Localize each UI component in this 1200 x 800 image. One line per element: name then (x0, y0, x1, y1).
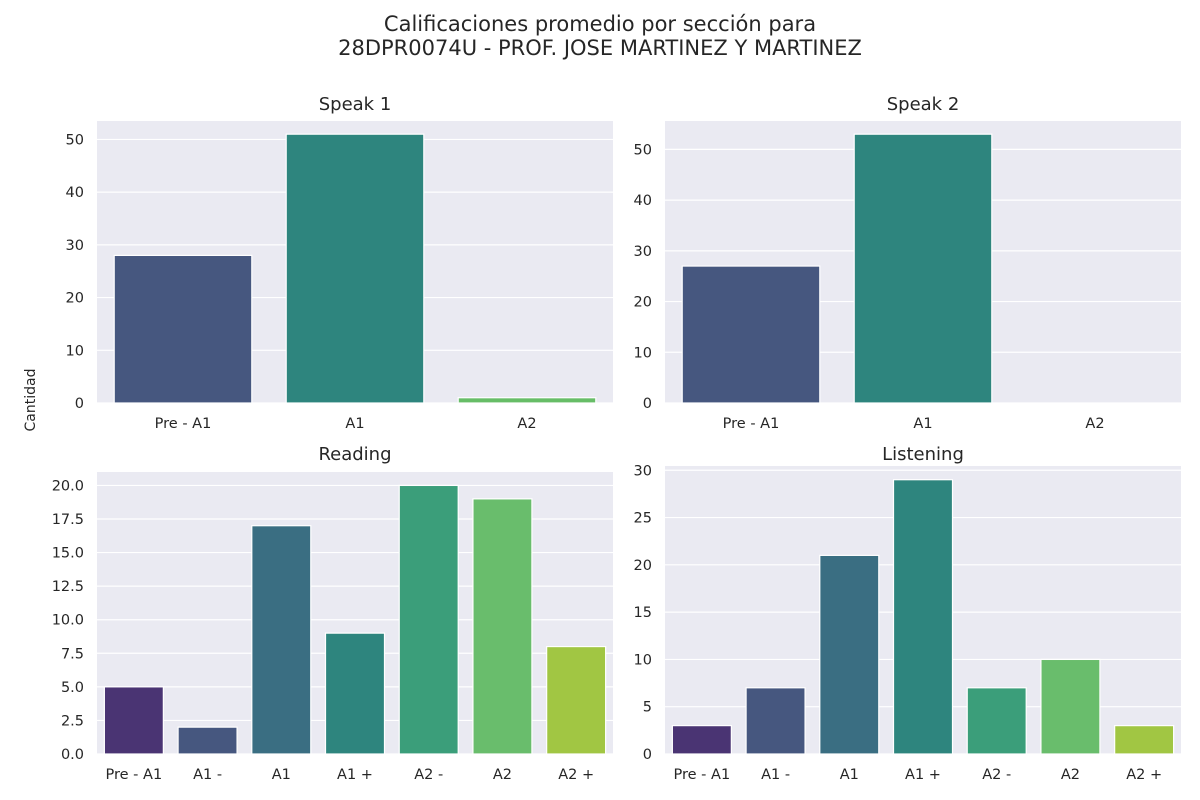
figure-title-line-1: Calificaciones promedio por sección para (383, 12, 817, 36)
y-tick-label-reading-2: 5.0 (61, 680, 84, 696)
panel-title-speak-2: Speak 2 (886, 94, 960, 115)
figure-title: Calificaciones promedio por sección para… (0, 12, 1200, 60)
x-tick-label-speak-1-pre-a1: Pre - A1 (155, 416, 212, 432)
bar-speak-1-a2 (457, 397, 597, 404)
x-tick-label-reading-a2: A2 + (558, 767, 594, 783)
y-tick-label-speak-1-2: 20 (66, 291, 84, 307)
x-tick-label-listening-a1: A1 - (761, 767, 790, 783)
x-tick-label-listening-a1: A1 + (905, 767, 941, 783)
bar-speak-1-pre-a1 (113, 254, 253, 404)
x-tick-label-speak-2-a2: A2 (1085, 416, 1104, 432)
bar-reading-a2 (398, 484, 459, 755)
x-tick-label-listening-a2: A2 (1061, 767, 1080, 783)
y-tick-label-speak-2-0: 0 (643, 396, 652, 412)
chart-panel-reading: 0.0 2.5 5.0 7.5 10.0 12.5 15.0 17.5 20.0 Pre - A1… (52, 472, 613, 783)
x-tick-label-speak-1-a2: A2 (517, 416, 536, 432)
x-tick-label-listening-pre-a1: Pre - A1 (674, 767, 731, 783)
x-tick-label-listening-a2: A2 - (982, 767, 1011, 783)
x-tick-label-speak-1-a1: A1 (345, 416, 364, 432)
chart-panel-speak-1: 0 10 20 30 40 50 Pre - A1 A1 A2 (66, 121, 613, 432)
bar-listening-a1 (745, 687, 806, 755)
x-tick-label-reading-a2: A2 (493, 767, 512, 783)
bar-reading-a2 (546, 645, 607, 755)
figure-title-line-2: 28DPR0074U - PROF. JOSE MARTINEZ Y MARTI… (338, 36, 862, 60)
bar-listening-a2 (966, 687, 1027, 755)
bar-listening-a1 (892, 479, 954, 755)
bar-reading-a2 (472, 498, 533, 755)
y-tick-label-speak-1-4: 40 (66, 185, 84, 201)
y-tick-label-speak-2-3: 30 (634, 244, 652, 260)
y-tick-label-listening-4: 20 (634, 558, 652, 574)
y-tick-label-reading-8: 20.0 (52, 478, 84, 494)
x-tick-label-listening-a2: A2 + (1126, 767, 1162, 783)
x-tick-label-reading-a1: A1 (272, 767, 291, 783)
bar-listening-a1 (819, 554, 880, 755)
y-tick-label-speak-2-2: 20 (634, 295, 652, 311)
bar-listening-pre-a1 (671, 725, 732, 755)
y-tick-label-speak-1-5: 50 (66, 132, 84, 148)
bar-speak-2-a1 (853, 133, 993, 404)
bar-speak-1-a1 (285, 133, 425, 404)
y-tick-label-speak-2-5: 50 (634, 142, 652, 158)
chart-panel-listening: 0 5 10 15 20 25 30 Pre - A1 A1 - A1 A1 + A2 - A2 A2 + (634, 463, 1181, 783)
y-tick-label-reading-5: 12.5 (52, 579, 84, 595)
y-tick-label-listening-5: 25 (634, 511, 652, 527)
y-tick-label-speak-1-0: 0 (75, 396, 84, 412)
x-tick-label-reading-a1: A1 + (337, 767, 373, 783)
bar-listening-a2 (1040, 658, 1101, 755)
y-tick-label-reading-7: 17.5 (52, 512, 84, 528)
bar-listening-a2 (1114, 725, 1175, 755)
y-tick-label-listening-1: 5 (643, 700, 652, 716)
chart-panel-speak-2: 0 10 20 30 40 50 Pre - A1 A1 A2 (634, 121, 1181, 432)
panel-title-reading: Reading (318, 444, 392, 465)
y-tick-label-listening-0: 0 (643, 747, 652, 763)
x-tick-label-reading-a1: A1 - (193, 767, 222, 783)
x-tick-label-reading-a2: A2 - (414, 767, 443, 783)
x-tick-label-speak-2-a1: A1 (913, 416, 932, 432)
y-tick-label-listening-3: 15 (634, 605, 652, 621)
y-tick-label-reading-3: 7.5 (61, 646, 84, 662)
bar-reading-a1 (251, 525, 312, 755)
y-tick-label-listening-6: 30 (634, 463, 652, 479)
y-tick-label-reading-6: 15.0 (52, 546, 84, 562)
bar-reading-pre-a1 (103, 686, 164, 755)
y-tick-label-speak-2-4: 40 (634, 193, 652, 209)
y-tick-label-reading-4: 10.0 (52, 613, 84, 629)
x-tick-label-listening-a1: A1 (840, 767, 859, 783)
y-tick-label-listening-2: 10 (634, 652, 652, 668)
y-tick-label-reading-1: 2.5 (61, 713, 84, 729)
panel-title-listening: Listening (882, 444, 964, 465)
panel-title-speak-1: Speak 1 (318, 94, 392, 115)
y-tick-label-speak-2-1: 10 (634, 345, 652, 361)
x-tick-label-speak-2-pre-a1: Pre - A1 (723, 416, 780, 432)
bar-reading-a1 (324, 632, 386, 755)
x-tick-label-reading-pre-a1: Pre - A1 (106, 767, 163, 783)
bar-speak-2-pre-a1 (681, 265, 821, 404)
bar-reading-a1 (177, 726, 238, 755)
y-tick-label-speak-1-1: 10 (66, 343, 84, 359)
y-tick-label-speak-1-3: 30 (66, 238, 84, 254)
y-tick-label-reading-0: 0.0 (61, 747, 84, 763)
